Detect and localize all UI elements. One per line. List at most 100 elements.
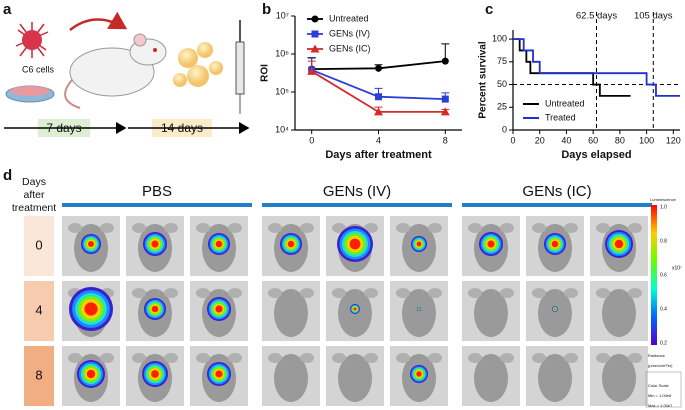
- mouse-ear: [132, 288, 146, 298]
- mouse-ear: [132, 353, 146, 363]
- panel-label: a: [3, 1, 12, 18]
- mouse-ear: [268, 288, 282, 298]
- colorbar-footer: Radiance: [648, 353, 666, 358]
- mouse-ear: [428, 353, 442, 363]
- mouse-ear: [196, 223, 210, 233]
- mouse-ear: [228, 223, 242, 233]
- mouse-head: [274, 354, 308, 402]
- y-tick-label: 75: [497, 56, 507, 66]
- y-axis-label: ROI: [260, 64, 271, 82]
- cells-label: C6 cells: [22, 64, 55, 74]
- timeline-label: 14 days: [161, 121, 203, 135]
- mouse-ear: [468, 223, 482, 233]
- row-label: 0: [35, 237, 42, 252]
- x-tick-label: 0: [309, 135, 314, 145]
- signal: [84, 302, 98, 316]
- group-bar: [62, 203, 252, 207]
- mouse-ear: [228, 353, 242, 363]
- mouse-ear: [300, 288, 314, 298]
- y-axis-label: Percent survival: [478, 41, 489, 118]
- schematic: C6 cells 7 days 14 days: [4, 11, 250, 137]
- legend-label: GENs (IC): [329, 43, 371, 53]
- mouse-ear: [268, 353, 282, 363]
- marker: [441, 95, 449, 103]
- x-tick-label: 4: [376, 135, 381, 145]
- mouse-ear: [628, 223, 642, 233]
- mouse-ear: [428, 288, 442, 298]
- y-tick-label: 0: [502, 124, 507, 134]
- mouse-ear: [100, 353, 114, 363]
- row-header: treatment: [12, 202, 56, 214]
- legend-label: Untreated: [545, 98, 585, 108]
- signal: [418, 308, 420, 310]
- signal: [151, 240, 159, 248]
- mouse-ear: [396, 223, 410, 233]
- bubble: [209, 61, 223, 75]
- signal: [614, 239, 624, 249]
- panel-label: b: [262, 1, 271, 18]
- x-tick-label: 60: [588, 135, 598, 145]
- signal: [487, 240, 495, 248]
- signal: [215, 370, 223, 378]
- y-tick-label: 10⁵: [275, 86, 289, 96]
- colorbar-tick: 0.6: [660, 272, 667, 278]
- mouse-eye: [153, 48, 157, 52]
- legend-label: Treated: [545, 112, 576, 122]
- mouse-ear: [596, 223, 610, 233]
- mouse-head: [538, 354, 572, 402]
- colorbar-footer: Max = 1.00e7: [648, 403, 673, 408]
- row-box: [24, 346, 54, 406]
- mouse-tail: [64, 79, 81, 109]
- legend-label: GENs (IV): [329, 28, 370, 38]
- colorbar-footer-box: [645, 371, 682, 408]
- signal: [88, 241, 94, 247]
- marker: [310, 44, 320, 53]
- legend-label: Untreated: [329, 13, 369, 23]
- colorbar-tick: 0.2: [660, 340, 667, 346]
- injection-arrow: [69, 11, 128, 31]
- mouse-ear: [68, 353, 82, 363]
- marker: [374, 107, 383, 116]
- colorbar-footer: Min = 1.00e6: [648, 393, 672, 398]
- annotation-label: 62.5 days: [576, 11, 617, 22]
- mouse-ear: [228, 288, 242, 298]
- mouse-ear: [100, 223, 114, 233]
- mouse-ear: [332, 288, 346, 298]
- y-tick-label: 100: [492, 33, 507, 43]
- signal: [151, 370, 159, 378]
- x-tick-label: 40: [561, 135, 571, 145]
- colorbar-unit: x10⁷: [672, 265, 682, 271]
- mouse-ear: [300, 223, 314, 233]
- y-tick-label: 25: [497, 102, 507, 112]
- cell-body: [22, 30, 42, 50]
- mouse-ear: [428, 223, 442, 233]
- group-bar: [462, 203, 652, 207]
- mouse-head: [474, 289, 508, 337]
- mouse-ear: [564, 223, 578, 233]
- marker: [307, 66, 317, 75]
- colorbar-footer: (p/sec/cm²/sr): [648, 363, 673, 368]
- mouse-ear: [532, 353, 546, 363]
- mouse-ear: [500, 223, 514, 233]
- y-tick-label: 10⁶: [275, 48, 289, 58]
- mouse-ear: [596, 353, 610, 363]
- marker: [311, 15, 319, 23]
- x-tick-label: 8: [443, 135, 448, 145]
- mouse-head: [602, 354, 636, 402]
- bubble: [197, 42, 213, 58]
- mouse-ear: [396, 353, 410, 363]
- mouse-ear: [196, 353, 210, 363]
- marker: [440, 107, 450, 116]
- mouse-ear: [596, 288, 610, 298]
- mouse-ear: [164, 353, 178, 363]
- mouse-ear: [628, 353, 642, 363]
- mouse-head: [402, 289, 436, 337]
- x-axis-label: Days after treatment: [325, 149, 432, 161]
- row-box: [24, 281, 54, 341]
- mouse-ear: [364, 353, 378, 363]
- marker: [375, 93, 382, 101]
- colorbar-tick: 1.0: [660, 204, 667, 210]
- x-tick-label: 100: [639, 135, 654, 145]
- bubble: [187, 65, 209, 87]
